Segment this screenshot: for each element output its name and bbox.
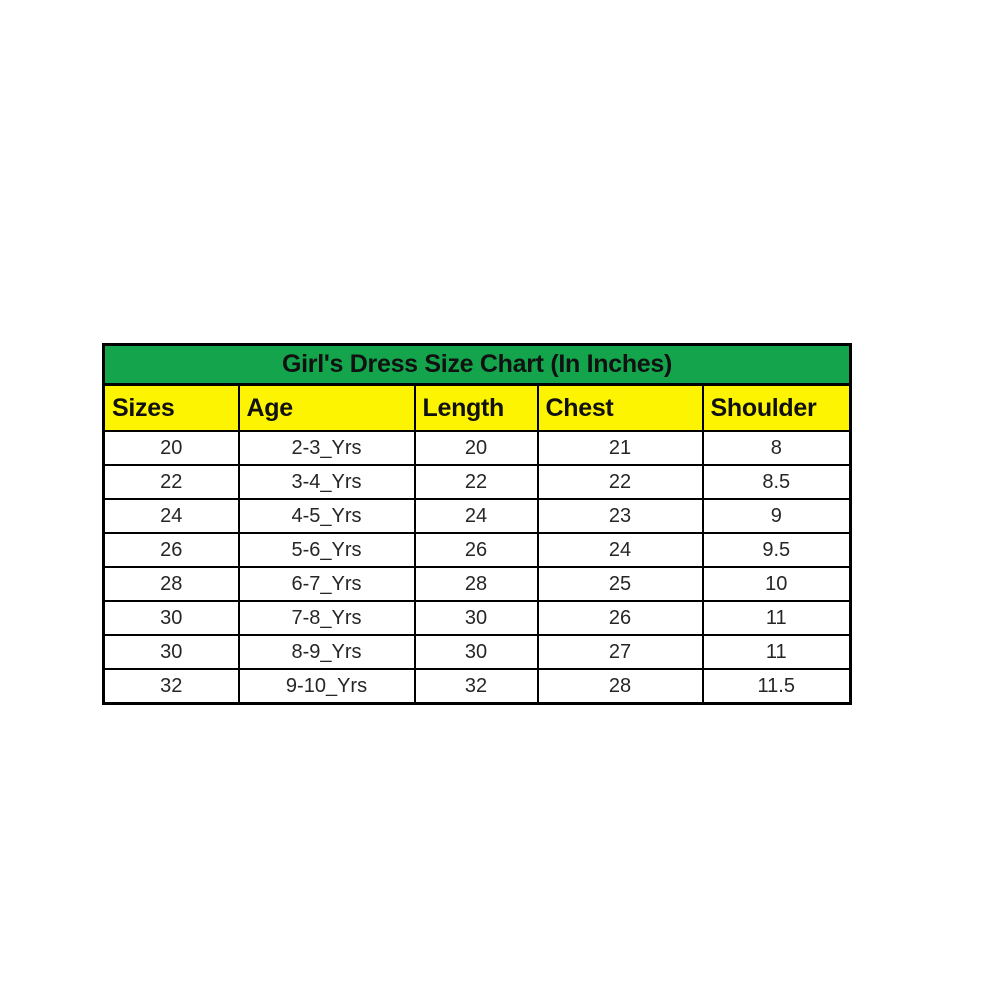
table-row: 30 8-9_Yrs 30 27 11 — [102, 634, 852, 670]
table-cell: 30 — [102, 600, 240, 636]
table-cell: 20 — [102, 430, 240, 466]
table-cell: 25 — [536, 566, 704, 602]
table-cell: 3-4_Yrs — [237, 464, 416, 500]
table-cell: 26 — [102, 532, 240, 568]
column-header-length: Length — [413, 383, 539, 432]
table-cell: 32 — [413, 668, 539, 705]
table-cell: 24 — [413, 498, 539, 534]
table-row: 26 5-6_Yrs 26 24 9.5 — [102, 532, 852, 568]
column-header-sizes: Sizes — [102, 383, 240, 432]
table-cell: 9.5 — [701, 532, 852, 568]
column-header-shoulder: Shoulder — [701, 383, 852, 432]
table-row: 24 4-5_Yrs 24 23 9 — [102, 498, 852, 534]
table-cell: 2-3_Yrs — [237, 430, 416, 466]
table-cell: 11 — [701, 600, 852, 636]
table-cell: 9 — [701, 498, 852, 534]
table-row: 20 2-3_Yrs 20 21 8 — [102, 430, 852, 466]
table-cell: 21 — [536, 430, 704, 466]
table-title: Girl's Dress Size Chart (In Inches) — [101, 343, 853, 386]
table-cell: 4-5_Yrs — [237, 498, 416, 534]
table-cell: 22 — [536, 464, 704, 500]
table-row: 30 7-8_Yrs 30 26 11 — [102, 600, 852, 636]
table-cell: 8-9_Yrs — [237, 634, 416, 670]
table-cell: 30 — [413, 634, 539, 670]
table-cell: 22 — [413, 464, 539, 500]
table-cell: 26 — [536, 600, 704, 636]
table-cell: 26 — [413, 532, 539, 568]
table-cell: 28 — [413, 566, 539, 602]
table-cell: 8 — [701, 430, 852, 466]
table-cell: 22 — [102, 464, 240, 500]
table-body: 20 2-3_Yrs 20 21 8 22 3-4_Yrs 22 22 8.5 24 4-5_Yrs 2… — [102, 430, 852, 705]
table-cell: 20 — [413, 430, 539, 466]
table-header-row: Sizes Age Length Chest Shoulder — [102, 383, 852, 432]
size-chart-table: Girl's Dress Size Chart (In Inches) Size… — [101, 343, 853, 705]
table-cell: 5-6_Yrs — [237, 532, 416, 568]
table-cell: 8.5 — [701, 464, 852, 500]
table-cell: 32 — [102, 668, 240, 705]
table-cell: 30 — [413, 600, 539, 636]
column-header-chest: Chest — [536, 383, 704, 432]
table-cell: 10 — [701, 566, 852, 602]
table-title-row: Girl's Dress Size Chart (In Inches) — [101, 343, 853, 386]
table-cell: 30 — [102, 634, 240, 670]
table-row: 22 3-4_Yrs 22 22 8.5 — [102, 464, 852, 500]
table-row: 28 6-7_Yrs 28 25 10 — [102, 566, 852, 602]
table-cell: 7-8_Yrs — [237, 600, 416, 636]
table-cell: 28 — [102, 566, 240, 602]
table-cell: 24 — [536, 532, 704, 568]
table-cell: 6-7_Yrs — [237, 566, 416, 602]
table-cell: 27 — [536, 634, 704, 670]
table-cell: 11 — [701, 634, 852, 670]
table-row: 32 9-10_Yrs 32 28 11.5 — [102, 668, 852, 705]
table-cell: 23 — [536, 498, 704, 534]
table-cell: 9-10_Yrs — [237, 668, 416, 705]
column-header-age: Age — [237, 383, 416, 432]
table-cell: 28 — [536, 668, 704, 705]
table-cell: 11.5 — [701, 668, 852, 705]
table-cell: 24 — [102, 498, 240, 534]
